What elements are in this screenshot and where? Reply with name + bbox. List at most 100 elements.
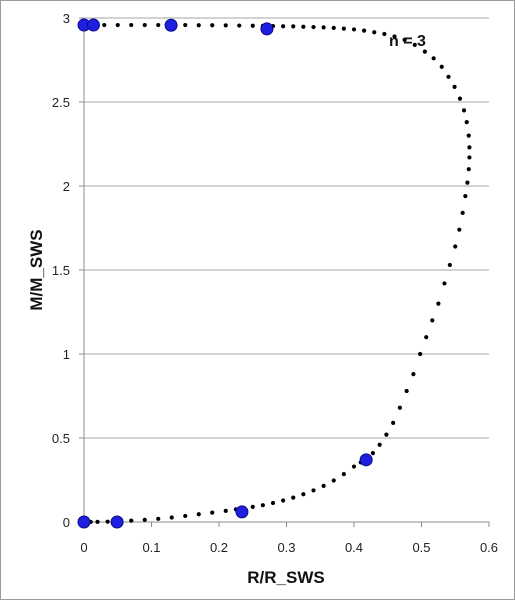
- y-axis-title: M/M_SWS: [27, 229, 46, 310]
- data-point: [446, 74, 451, 79]
- data-point: [321, 483, 326, 488]
- data-point: [250, 504, 255, 509]
- n-annotation: n = 3: [389, 33, 426, 50]
- data-point: [183, 22, 188, 28]
- data-point: [129, 518, 134, 523]
- y-tick-label: 3: [63, 11, 70, 26]
- data-point: [372, 30, 377, 35]
- x-axis-title: R/R_SWS: [247, 568, 324, 587]
- data-point: [465, 180, 470, 185]
- data-point: [362, 28, 367, 33]
- highlight-point: [164, 18, 178, 32]
- data-point: [210, 23, 215, 28]
- grid-lines: [84, 17, 489, 439]
- data-point: [142, 22, 147, 28]
- data-point: [436, 301, 441, 306]
- data-point: [453, 244, 458, 249]
- data-point: [311, 488, 316, 493]
- x-tick-label: 0.1: [142, 540, 160, 555]
- data-point: [291, 495, 296, 500]
- y-tick-label: 0.5: [52, 431, 70, 446]
- data-point: [331, 478, 336, 483]
- highlight-point: [359, 453, 373, 467]
- data-series: [77, 18, 472, 529]
- data-point: [447, 262, 452, 268]
- data-point: [384, 432, 389, 437]
- data-point: [156, 22, 161, 28]
- data-point: [129, 22, 134, 28]
- data-point: [404, 388, 409, 394]
- data-point: [210, 510, 215, 515]
- data-point: [260, 503, 265, 508]
- data-point: [196, 512, 201, 517]
- y-tick-label: 1.5: [52, 263, 70, 278]
- x-tick-label: 0.6: [480, 540, 498, 555]
- y-tick-label: 2.5: [52, 95, 70, 110]
- data-point: [463, 193, 468, 199]
- data-point: [467, 155, 472, 160]
- data-point: [351, 27, 357, 32]
- data-point: [105, 519, 110, 524]
- data-point: [392, 34, 397, 39]
- data-point: [223, 23, 228, 28]
- highlight-point: [110, 515, 124, 529]
- data-point: [301, 492, 306, 497]
- y-tick-label: 2: [63, 179, 70, 194]
- data-point: [397, 405, 402, 410]
- y-tick-label: 0: [63, 515, 70, 530]
- data-point: [464, 120, 469, 125]
- data-point: [377, 442, 382, 447]
- data-point: [370, 451, 375, 456]
- data-point: [467, 145, 472, 150]
- data-point: [430, 318, 435, 323]
- data-point: [331, 25, 336, 31]
- data-point: [281, 498, 286, 503]
- x-tick-label: 0.5: [412, 540, 430, 555]
- data-point: [457, 96, 463, 101]
- x-tick-label: 0.4: [345, 540, 363, 555]
- highlight-point: [77, 515, 91, 529]
- data-point: [223, 508, 228, 514]
- data-point: [250, 23, 255, 28]
- data-point: [418, 351, 423, 357]
- highlight-point: [86, 18, 100, 32]
- y-tick-labels: 0 0.5 1 1.5 2 2.5 3: [52, 11, 70, 530]
- data-point: [281, 24, 286, 29]
- data-point: [196, 23, 201, 28]
- y-tick-label: 1: [63, 347, 70, 362]
- data-point: [402, 37, 407, 42]
- x-tick-label: 0.3: [277, 540, 295, 555]
- x-tick-label: 0.2: [210, 540, 228, 555]
- data-point: [439, 64, 444, 69]
- x-tick-labels: 0 0.1 0.2 0.3 0.4 0.5 0.6: [80, 540, 498, 555]
- x-tick-label: 0: [80, 540, 87, 555]
- data-point: [460, 210, 465, 215]
- data-point: [457, 227, 462, 232]
- axes: [79, 17, 490, 527]
- data-point: [461, 108, 467, 113]
- data-point: [291, 24, 296, 29]
- highlight-point: [260, 22, 274, 36]
- data-point: [321, 25, 326, 30]
- data-point: [270, 500, 276, 506]
- data-point: [301, 24, 306, 29]
- data-point: [431, 56, 436, 61]
- data-point: [102, 22, 107, 28]
- data-point: [452, 84, 457, 89]
- data-point: [351, 464, 357, 469]
- data-point: [341, 26, 346, 31]
- data-point: [115, 22, 120, 28]
- data-point: [156, 516, 161, 521]
- highlight-point: [235, 505, 249, 519]
- data-point: [382, 31, 387, 37]
- data-point: [311, 24, 316, 30]
- data-point: [391, 420, 396, 425]
- data-point: [237, 23, 242, 28]
- data-point: [411, 372, 416, 377]
- data-point: [95, 519, 100, 524]
- data-point: [142, 517, 147, 522]
- data-point: [412, 42, 417, 47]
- data-point: [169, 515, 174, 520]
